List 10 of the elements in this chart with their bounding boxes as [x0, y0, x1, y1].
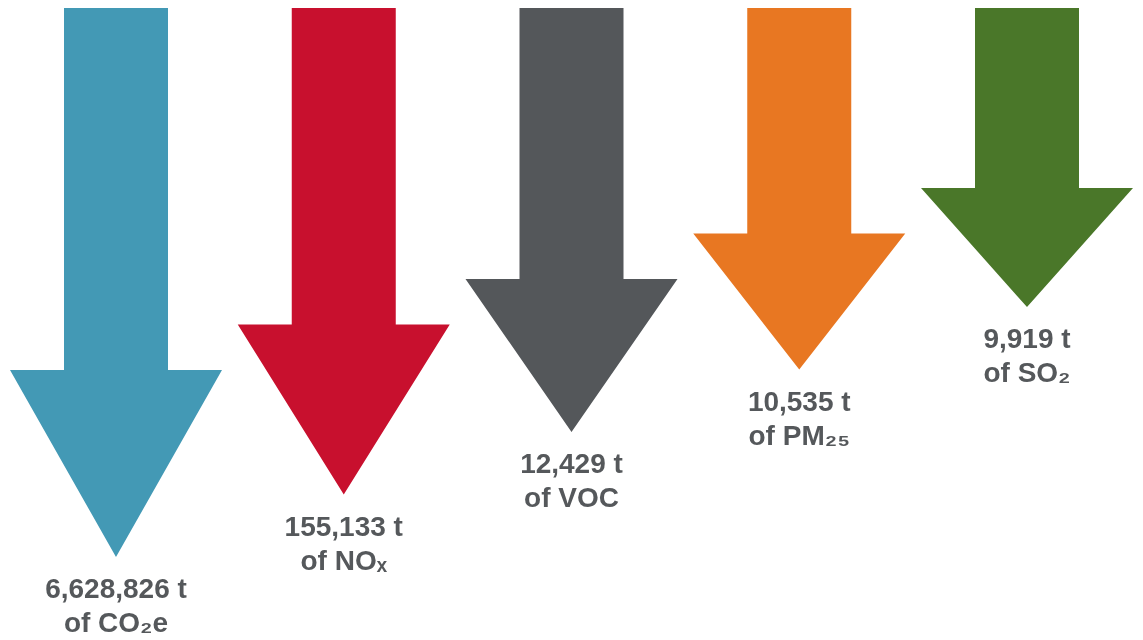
data-label: 10,535 t — [747, 385, 851, 417]
category-label: of NOₓ — [300, 544, 388, 576]
category-label: of VOC — [524, 482, 619, 513]
data-label: 6,628,826 t — [45, 573, 187, 604]
data-label: 12,429 t — [520, 448, 623, 479]
data-label: 155,133 t — [284, 510, 403, 542]
data-label: 9,919 t — [983, 323, 1071, 354]
category-label: of PM₂₅ — [748, 419, 850, 451]
category-label: of CO₂e — [63, 607, 169, 638]
category-label: of SO₂ — [983, 357, 1071, 388]
